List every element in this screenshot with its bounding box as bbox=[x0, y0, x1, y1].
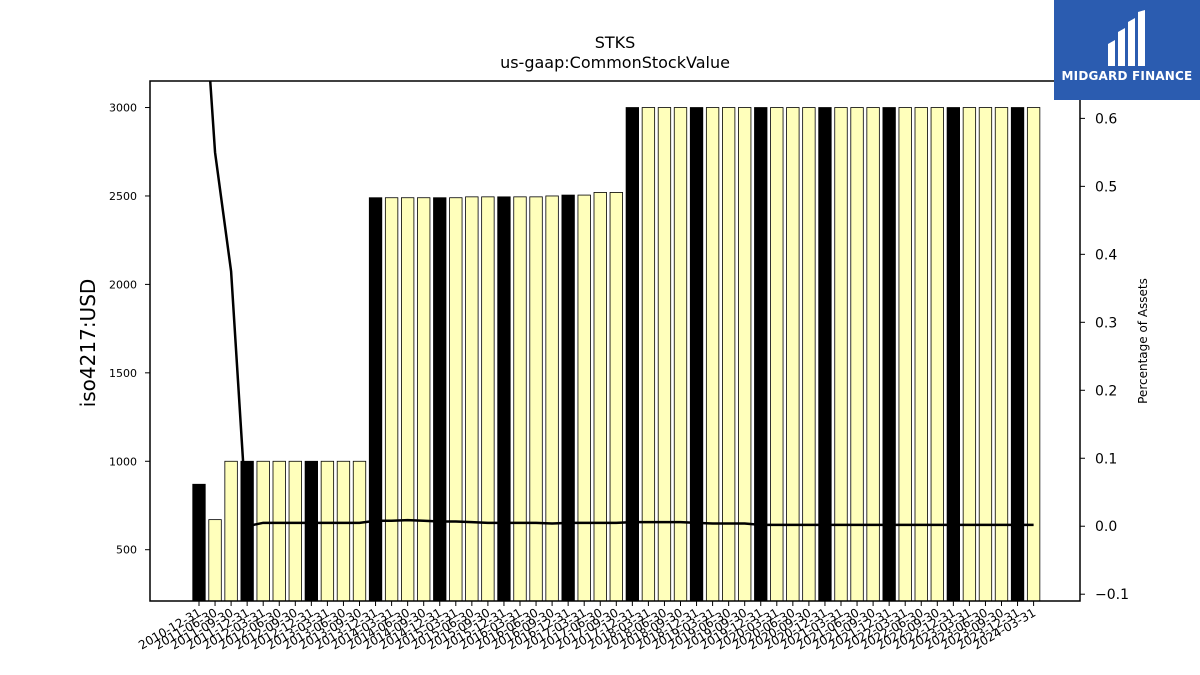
bar-2023-06-30 bbox=[978, 107, 993, 602]
bar-2013-03-31 bbox=[320, 460, 335, 602]
midgard-logo-text: MIDGARD FINANCE bbox=[1061, 69, 1193, 83]
y2-axis: −0.1 0.0 0.1 0.2 0.3 0.4 0.5 0.6 bbox=[1080, 111, 1129, 603]
bar-2018-09-30 bbox=[673, 107, 688, 602]
x-axis: 2010-12-312011-06-302011-09-302011-12-31… bbox=[136, 601, 1038, 652]
bar-2017-12-31 bbox=[625, 107, 639, 602]
bar-2023-03-31 bbox=[962, 107, 977, 602]
bar-2016-09-30 bbox=[545, 195, 559, 602]
bar-2019-06-30 bbox=[722, 107, 736, 602]
bar-2011-06-30 bbox=[208, 519, 222, 602]
bar-2019-03-31 bbox=[705, 107, 720, 602]
chart-subtitle: us-gaap:CommonStockValue bbox=[500, 53, 730, 72]
bar-2019-09-30 bbox=[738, 107, 752, 602]
bar-2012-12-31 bbox=[304, 460, 319, 602]
bar-2012-06-30 bbox=[272, 460, 286, 602]
bar-2020-03-31 bbox=[770, 107, 784, 602]
pct-assets-line bbox=[208, 81, 1034, 528]
bar-2013-06-30 bbox=[336, 460, 351, 602]
y2-tick-label: −0.1 bbox=[1095, 587, 1129, 603]
y2-tick-label: 0.1 bbox=[1095, 451, 1117, 467]
plot-frame bbox=[149, 80, 1081, 602]
bar-2014-12-31 bbox=[433, 197, 447, 602]
y2-axis-label: Percentage of Assets bbox=[1136, 278, 1150, 404]
bar-2016-12-31 bbox=[561, 194, 575, 602]
bar-2023-12-31 bbox=[1010, 107, 1025, 602]
bar-2016-06-30 bbox=[529, 196, 543, 602]
bar-2024-03-31 bbox=[1026, 107, 1041, 602]
bar-2012-03-31 bbox=[256, 460, 270, 602]
bar-2019-12-31 bbox=[754, 107, 768, 602]
bar-2013-09-30 bbox=[352, 460, 367, 602]
y-tick-label: 2500 bbox=[109, 190, 137, 203]
bar-2016-03-31 bbox=[513, 196, 527, 602]
y-tick-label: 2000 bbox=[109, 278, 137, 291]
bar-2014-06-30 bbox=[400, 197, 415, 602]
bar-2017-09-30 bbox=[609, 192, 623, 602]
bar-2014-03-31 bbox=[384, 197, 399, 602]
bar-2017-06-30 bbox=[593, 192, 607, 602]
bar-2015-09-30 bbox=[481, 196, 495, 602]
bar-2018-06-30 bbox=[657, 107, 672, 602]
bar-2014-09-30 bbox=[417, 197, 431, 602]
y-axis: 500 1000 1500 2000 2500 3000 bbox=[109, 102, 150, 557]
bar-2020-09-30 bbox=[802, 107, 816, 602]
y-tick-label: 500 bbox=[116, 544, 137, 557]
bar-series bbox=[192, 107, 1041, 602]
bar-2017-03-31 bbox=[577, 194, 591, 602]
pct-assets-series bbox=[208, 81, 1034, 528]
bar-2010-12-31 bbox=[192, 483, 206, 602]
y2-tick-label: 0.0 bbox=[1095, 519, 1117, 535]
bar-2021-09-30 bbox=[866, 107, 880, 602]
y2-tick-label: 0.3 bbox=[1095, 315, 1117, 331]
y2-tick-label: 0.4 bbox=[1095, 247, 1117, 263]
bar-2012-09-30 bbox=[288, 460, 302, 602]
chart-title: STKS bbox=[595, 33, 636, 52]
bar-2018-03-31 bbox=[641, 107, 656, 602]
midgard-logo-icon bbox=[1108, 10, 1145, 66]
bar-2015-12-31 bbox=[497, 196, 511, 602]
y-tick-label: 3000 bbox=[109, 102, 137, 115]
y-axis-label: iso4217:USD bbox=[76, 279, 100, 408]
y2-tick-label: 0.2 bbox=[1095, 383, 1117, 399]
bar-2015-06-30 bbox=[465, 196, 479, 602]
bar-2023-09-30 bbox=[994, 107, 1009, 602]
bar-2021-12-31 bbox=[882, 107, 896, 602]
bar-2020-12-31 bbox=[818, 107, 832, 602]
bar-2022-12-31 bbox=[946, 107, 960, 602]
bar-2013-12-31 bbox=[368, 197, 383, 602]
bar-2022-03-31 bbox=[898, 107, 912, 602]
bar-2011-12-31 bbox=[240, 460, 254, 602]
bar-2021-03-31 bbox=[834, 107, 848, 602]
bar-2021-06-30 bbox=[850, 107, 864, 602]
midgard-logo: MIDGARD FINANCE bbox=[1054, 0, 1200, 100]
y2-tick-label: 0.5 bbox=[1095, 179, 1117, 195]
y-tick-label: 1000 bbox=[109, 455, 137, 468]
bar-2015-03-31 bbox=[449, 197, 463, 602]
bar-2018-12-31 bbox=[689, 107, 704, 602]
bar-2020-06-30 bbox=[786, 107, 800, 602]
bar-2022-06-30 bbox=[914, 107, 928, 602]
bar-2011-09-30 bbox=[224, 460, 238, 602]
bar-2022-09-30 bbox=[930, 107, 944, 602]
y2-tick-label: 0.6 bbox=[1095, 111, 1117, 127]
y-tick-label: 1500 bbox=[109, 367, 137, 380]
